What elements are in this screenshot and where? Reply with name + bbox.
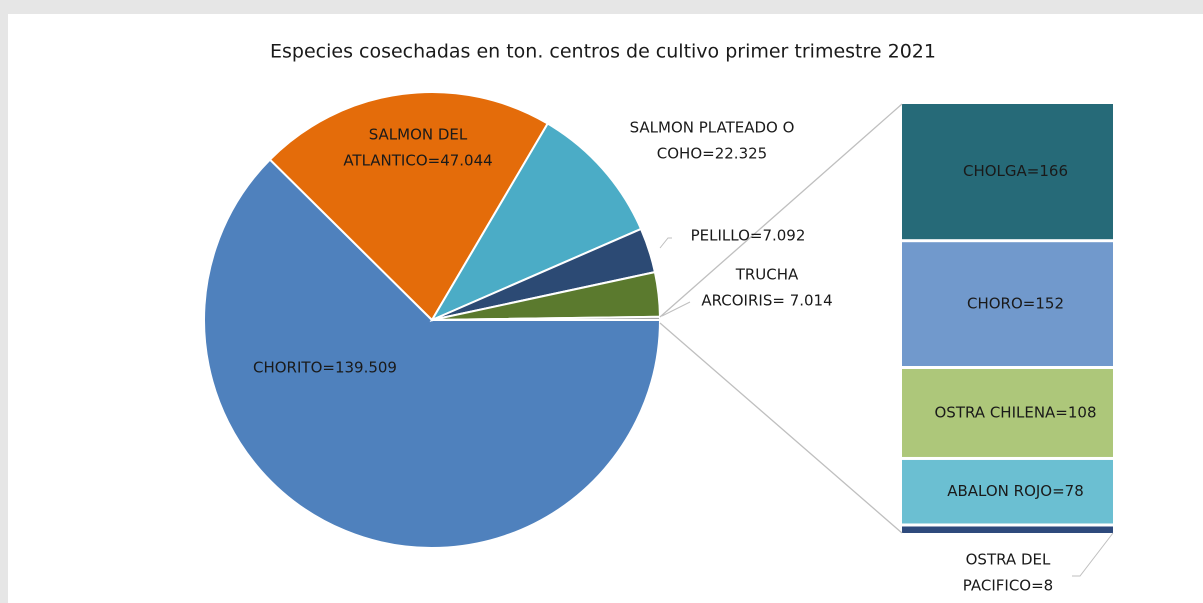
slice-label: SALMON PLATEADO O [630, 119, 795, 137]
bar-label: CHOLGA=166 [963, 162, 1068, 180]
connector [659, 322, 903, 534]
bar-segment [902, 242, 1113, 366]
slice-label: SALMON DEL [369, 126, 468, 144]
leader-line [1072, 532, 1114, 577]
bar-segment [902, 526, 1113, 533]
bar-label: PACIFICO=8 [963, 577, 1053, 595]
leader-line [659, 237, 672, 249]
pie-slice [429, 122, 643, 323]
slice-label: CHORITO=139.509 [253, 359, 397, 377]
bar-segment [902, 459, 1113, 524]
bar-label: CHORO=152 [967, 295, 1064, 313]
slice-label: TRUCHA [735, 266, 799, 284]
connector [659, 103, 903, 318]
leader-line [661, 301, 691, 317]
slice-label: ATLANTICO=47.044 [343, 152, 492, 170]
chart-title: Especies cosechadas en ton. centros de c… [270, 41, 936, 63]
bar-label: OSTRA CHILENA=108 [934, 403, 1096, 421]
pie-slice [268, 91, 550, 322]
bar-label: OSTRA DEL [966, 551, 1051, 569]
bar-label: ABALON ROJO=78 [947, 482, 1084, 500]
pie-slice [203, 158, 662, 549]
bar-segment [902, 104, 1113, 240]
slice-label: ARCOIRIS= 7.014 [701, 292, 832, 310]
bar-segment [902, 368, 1113, 457]
slice-label: PELILLO=7.092 [691, 227, 806, 245]
slice-label: COHO=22.325 [657, 145, 767, 163]
